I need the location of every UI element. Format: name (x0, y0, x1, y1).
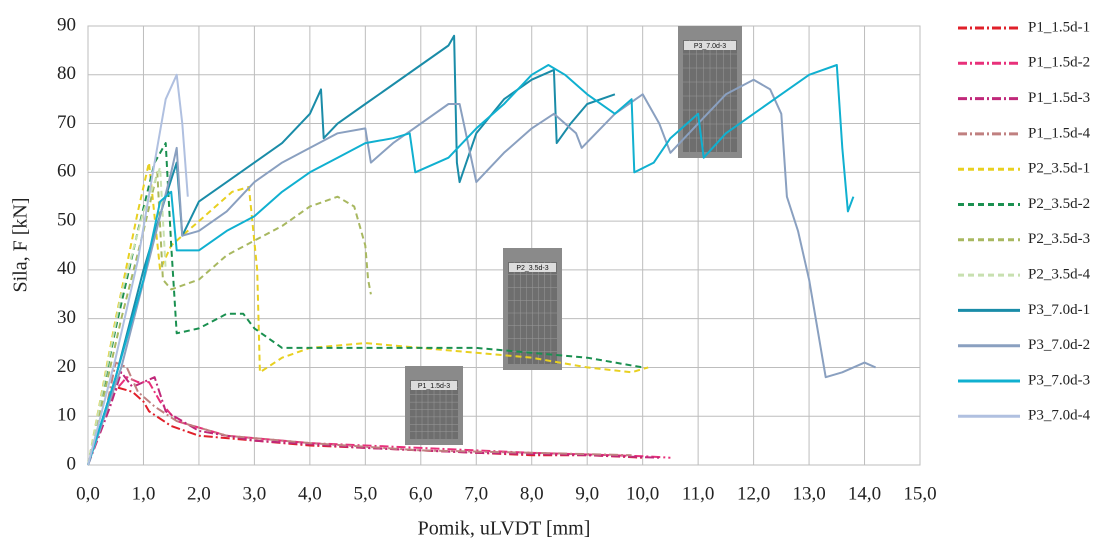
x-tick-label: 15,0 (903, 483, 936, 504)
data-line (87, 73, 189, 466)
x-tick-label: 13,0 (792, 483, 825, 504)
y-tick-label: 30 (57, 307, 76, 328)
y-tick-label: 40 (57, 258, 76, 279)
data-line (87, 64, 855, 466)
photo-tag (411, 381, 457, 390)
photo-label: P1_1.5d-3 (418, 383, 450, 390)
legend-label: P1_1.5d-4 (1028, 125, 1091, 141)
photo-tag (684, 41, 736, 50)
x-tick-label: 12,0 (737, 483, 770, 504)
legend-label: P3_7.0d-4 (1028, 408, 1091, 424)
x-axis-title: Pomik, uLVDT [mm] (418, 518, 591, 540)
photo-label: P2_3.5d-3 (516, 265, 548, 272)
specimen-photo: P2_3.5d-3 (503, 248, 562, 370)
legend-label: P1_1.5d-2 (1028, 55, 1090, 71)
plot-border (87, 25, 921, 466)
y-tick-label: 90 (57, 14, 76, 35)
legend-label: P3_7.0d-3 (1028, 372, 1090, 388)
legend-label: P3_7.0d-1 (1028, 302, 1090, 318)
y-axis-title: Sila, F [kN] (10, 198, 32, 293)
x-tick-label: 1,0 (132, 483, 156, 504)
data-line (87, 171, 372, 466)
data-line (87, 142, 643, 466)
legend-label: P3_7.0d-2 (1028, 337, 1090, 353)
x-tick-label: 11,0 (682, 483, 715, 504)
photo-label: P3_7.0d-3 (694, 43, 726, 50)
x-tick-label: 4,0 (298, 483, 322, 504)
photo-tag (509, 263, 556, 272)
data-line (87, 371, 660, 466)
y-tick-label: 60 (57, 161, 76, 182)
y-tick-label: 50 (57, 209, 76, 230)
legend-label: P1_1.5d-1 (1028, 19, 1090, 35)
legend-label: P2_3.5d-3 (1028, 231, 1090, 247)
x-tick-label: 6,0 (409, 483, 433, 504)
data-line (87, 166, 167, 466)
x-tick-label: 7,0 (464, 483, 488, 504)
y-tick-label: 70 (57, 112, 76, 133)
x-tick-label: 2,0 (187, 483, 211, 504)
legend-label: P2_3.5d-1 (1028, 161, 1090, 177)
y-tick-label: 80 (57, 63, 76, 84)
data-line (87, 376, 671, 466)
x-tick-label: 8,0 (520, 483, 544, 504)
specimen-photo: P1_1.5d-3 (405, 366, 463, 445)
x-tick-label: 9,0 (575, 483, 599, 504)
legend-label: P2_3.5d-2 (1028, 196, 1090, 212)
legend-label: P1_1.5d-3 (1028, 90, 1090, 106)
x-tick-label: 10,0 (626, 483, 659, 504)
y-tick-label: 0 (67, 453, 77, 474)
x-tick-label: 3,0 (243, 483, 267, 504)
data-line (87, 161, 649, 466)
data-line (87, 386, 643, 466)
data-line (87, 361, 632, 466)
data-line (87, 78, 876, 466)
x-tick-label: 14,0 (848, 483, 881, 504)
legend-label: P2_3.5d-4 (1028, 267, 1091, 283)
x-tick-label: 0,0 (76, 483, 100, 504)
y-tick-label: 10 (57, 405, 76, 426)
y-tick-label: 20 (57, 356, 76, 377)
x-tick-label: 5,0 (353, 483, 377, 504)
